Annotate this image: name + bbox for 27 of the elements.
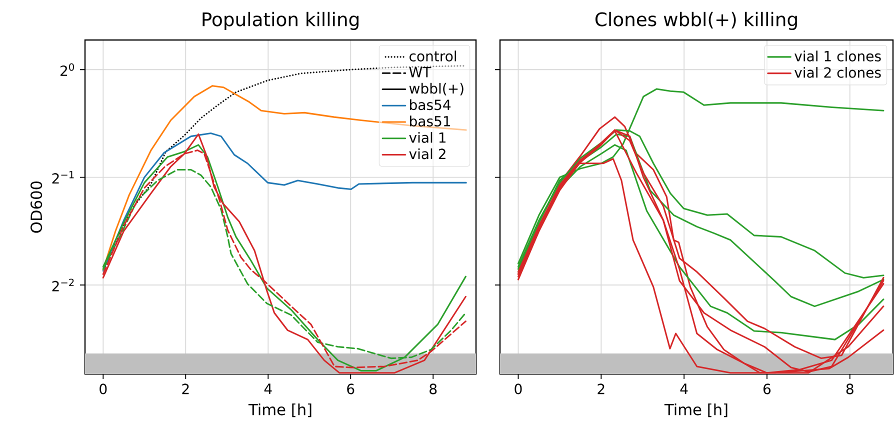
x-axis-title: Time [h] — [664, 403, 728, 418]
legend-label: control — [410, 50, 456, 62]
legend-label: WT — [409, 66, 432, 78]
x-tick-label: 8 — [846, 384, 854, 394]
x-tick-label: 0 — [514, 384, 522, 394]
x-tick-label: 2 — [182, 384, 189, 394]
legend-label: vial 2 — [409, 148, 446, 160]
x-tick-label: 4 — [680, 384, 688, 394]
legend-label: bas54 — [410, 99, 451, 110]
chart-title: Population killing — [202, 12, 358, 30]
legend-label: vial 2 clones — [794, 66, 881, 78]
x-tick-label: 6 — [764, 384, 771, 394]
x-tick-label: 4 — [264, 384, 272, 394]
y-tick-label: 2$^{−1}$ — [52, 171, 74, 184]
legend-label: vial 1 clones — [794, 50, 881, 62]
x-tick-label: 6 — [347, 384, 354, 394]
x-axis-title: Time [h] — [248, 403, 312, 418]
y-tick-label: 2$^{−2}$ — [52, 278, 74, 292]
legend-label: wbbl(+) — [409, 82, 464, 96]
y-axis-title: OD600 — [30, 181, 42, 233]
legend-label: bas51 — [410, 116, 450, 126]
y-tick-label: 2$^{0}$ — [60, 63, 74, 76]
x-tick-label: 8 — [430, 384, 437, 394]
chart-title: Clones wbbl(+) killing — [595, 12, 797, 30]
x-tick-label: 2 — [598, 384, 604, 394]
x-tick-label: 0 — [100, 384, 107, 394]
legend-label: vial 1 — [409, 132, 446, 143]
